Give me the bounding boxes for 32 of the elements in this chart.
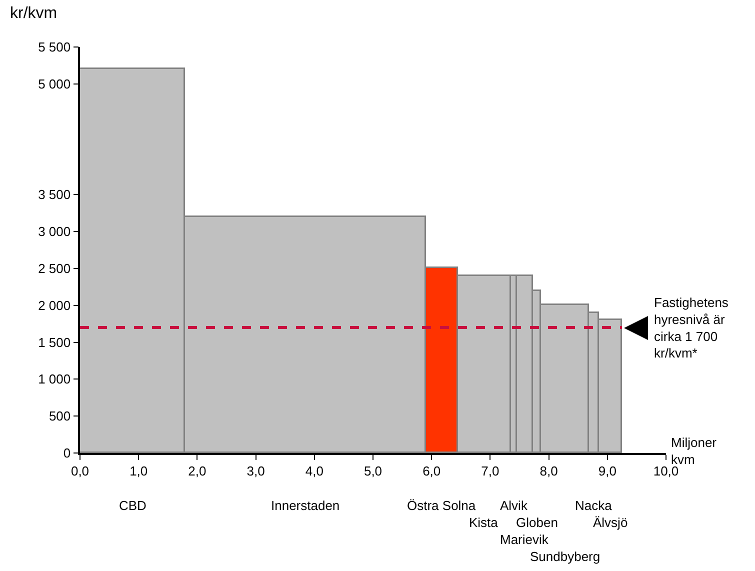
y-tick-label: 1 000 (38, 372, 71, 387)
x-tick-label: 0,0 (70, 463, 90, 478)
category-label: Östra Solna (407, 498, 476, 513)
x-tick-label: 1,0 (130, 463, 148, 478)
y-tick-label: 3 500 (38, 187, 71, 202)
category-label: Marievik (500, 532, 548, 547)
x-tick-label: 8,0 (540, 463, 558, 478)
category-label: Sundbyberg (530, 549, 600, 564)
y-tick-label: 5 000 (38, 76, 71, 92)
category-label: Globen (516, 515, 558, 530)
y-tick-label: 500 (48, 408, 71, 424)
y-tick-label: 0 (63, 446, 71, 461)
category-label: Nacka (575, 498, 612, 513)
category-label: CBD (119, 498, 146, 513)
category-label: Älvsjö (593, 515, 628, 530)
x-tick-label: 9,0 (598, 463, 616, 478)
x-tick-label: 5,0 (364, 463, 382, 478)
y-axis-title: kr/kvm (10, 5, 58, 22)
y-tick-label: 1 500 (38, 334, 71, 350)
y-tick-label: 5 500 (38, 40, 71, 55)
x-tick-label: 6,0 (422, 463, 441, 478)
y-tick-label: 3 000 (38, 224, 71, 240)
category-label: Kista (469, 515, 498, 530)
x-tick-label: 2,0 (188, 463, 206, 478)
x-tick-label: 4,0 (305, 463, 324, 478)
x-tick-label: 3,0 (246, 463, 265, 478)
y-tick-label: 2 500 (38, 261, 71, 276)
ref-line-label: Fastighetens hyresnivå är cirka 1 700 kr/kvm* (654, 295, 729, 361)
category-label: Innerstaden (271, 498, 340, 513)
x-tick-label: 7,0 (481, 463, 500, 478)
y-tick-label: 2 000 (38, 298, 71, 313)
category-label: Alvik (500, 498, 528, 513)
